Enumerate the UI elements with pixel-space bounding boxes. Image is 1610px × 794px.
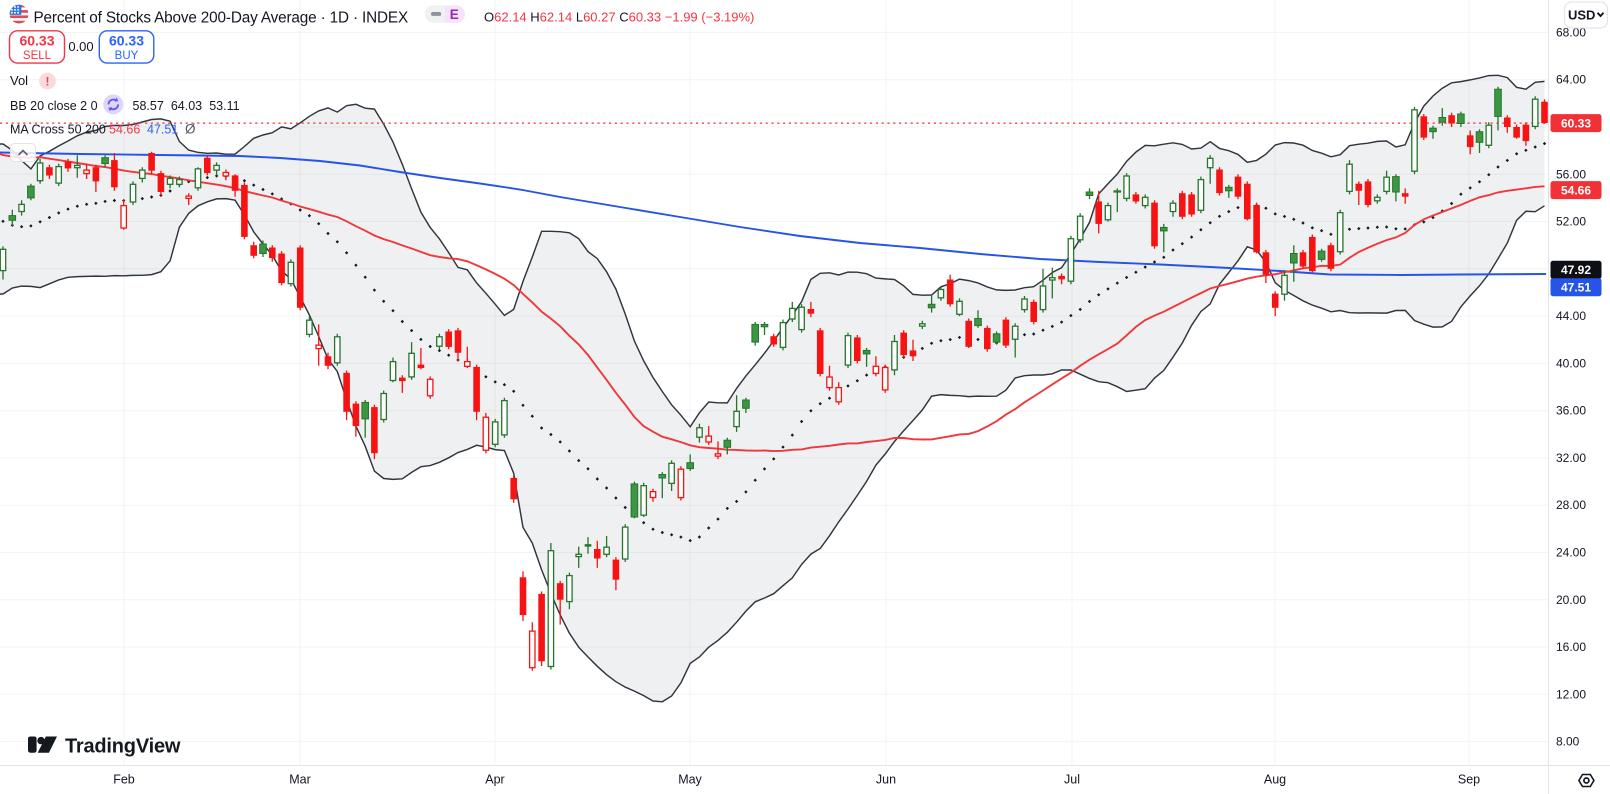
svg-text:64.00: 64.00 <box>1556 73 1586 87</box>
svg-text:24.00: 24.00 <box>1556 546 1586 560</box>
svg-text:Jul: Jul <box>1064 773 1080 787</box>
svg-text:!: ! <box>46 75 50 89</box>
svg-text:Aug: Aug <box>1264 773 1286 787</box>
svg-text:47.51: 47.51 <box>147 123 178 137</box>
svg-text:44.00: 44.00 <box>1556 309 1586 323</box>
svg-text:O62.14 H62.14 L60.27 C60.33 −1: O62.14 H62.14 L60.27 C60.33 −1.99 (−3.19… <box>484 10 754 25</box>
svg-text:0.00: 0.00 <box>68 39 93 54</box>
svg-text:MA Cross 50 200: MA Cross 50 200 <box>10 123 106 137</box>
svg-text:58.57 64.03 53.11: 58.57 64.03 53.11 <box>133 99 240 113</box>
svg-text:Percent of Stocks Above 200-Da: Percent of Stocks Above 200-Day Average … <box>34 10 409 27</box>
svg-text:Jun: Jun <box>876 773 896 787</box>
svg-text:40.00: 40.00 <box>1556 356 1586 370</box>
svg-text:47.92: 47.92 <box>1561 263 1591 277</box>
svg-text:Vol: Vol <box>10 73 28 88</box>
svg-text:54.66: 54.66 <box>1561 183 1591 197</box>
svg-text:Feb: Feb <box>113 773 135 787</box>
svg-text:12.00: 12.00 <box>1556 687 1586 701</box>
svg-text:32.00: 32.00 <box>1556 451 1586 465</box>
svg-text:USD: USD <box>1568 8 1595 23</box>
svg-text:20.00: 20.00 <box>1556 593 1586 607</box>
svg-text:TradingView: TradingView <box>65 736 181 758</box>
svg-text:Sep: Sep <box>1458 773 1480 787</box>
svg-text:Apr: Apr <box>485 773 504 787</box>
svg-text:Ø: Ø <box>185 122 196 137</box>
svg-text:60.33: 60.33 <box>19 33 54 49</box>
svg-text:52.00: 52.00 <box>1556 215 1586 229</box>
svg-text:8.00: 8.00 <box>1556 735 1580 749</box>
svg-text:68.00: 68.00 <box>1556 25 1586 39</box>
svg-text:47.51: 47.51 <box>1561 280 1591 294</box>
svg-text:May: May <box>678 773 702 787</box>
svg-text:28.00: 28.00 <box>1556 498 1586 512</box>
svg-text:SELL: SELL <box>23 50 52 62</box>
svg-text:BB 20 close 2 0: BB 20 close 2 0 <box>10 99 98 113</box>
svg-text:60.33: 60.33 <box>109 33 144 49</box>
svg-text:54.66: 54.66 <box>109 123 140 137</box>
svg-text:Mar: Mar <box>289 773 311 787</box>
svg-text:BUY: BUY <box>115 50 139 62</box>
svg-text:56.00: 56.00 <box>1556 167 1586 181</box>
svg-text:E: E <box>450 7 459 22</box>
svg-text:16.00: 16.00 <box>1556 640 1586 654</box>
svg-text:36.00: 36.00 <box>1556 404 1586 418</box>
svg-text:60.33: 60.33 <box>1561 116 1591 130</box>
